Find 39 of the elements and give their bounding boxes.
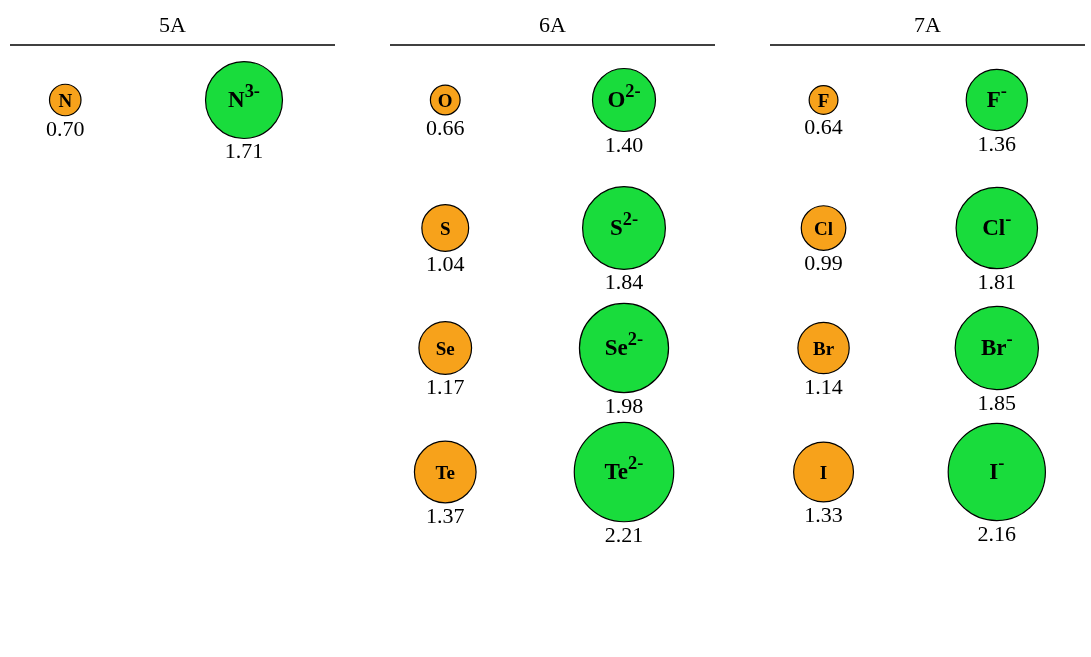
text: 7A: [914, 12, 942, 37]
data-label: 0.70: [46, 115, 85, 141]
category-label: Te: [435, 462, 455, 483]
data-label: 1.37: [426, 502, 465, 528]
category-label: Cl$^{-}$: [982, 209, 1012, 240]
text: 6A: [539, 12, 567, 37]
data-label: 1.17: [426, 374, 465, 400]
category-label: I: [819, 462, 828, 483]
data-label: 1.71: [224, 138, 264, 164]
data-label: 1.98: [604, 392, 644, 418]
category-label: O: [437, 90, 453, 111]
data-label: 1.85: [977, 389, 1017, 415]
data-label: 1.14: [804, 373, 843, 399]
category-label: O$^{2-}$: [607, 81, 641, 112]
data-label: 0.66: [426, 114, 465, 140]
category-label: Se: [435, 338, 455, 359]
category-label: S$^{2-}$: [609, 209, 639, 240]
category-label: F: [817, 90, 830, 111]
data-label: 1.84: [604, 269, 644, 295]
category-label: Te$^{2-}$: [604, 453, 644, 484]
category-label: Cl: [814, 218, 834, 239]
data-label: 0.64: [804, 114, 843, 140]
data-label: 1.36: [977, 130, 1017, 156]
data-label: 2.21: [604, 521, 644, 547]
category-label: Br$^{-}$: [980, 329, 1013, 360]
data-label: 1.81: [977, 268, 1017, 294]
data-label: 1.40: [604, 131, 644, 157]
category-label: I$^{-}$: [989, 453, 1005, 484]
category-label: F$^{-}$: [986, 81, 1007, 112]
data-label: 1.04: [426, 251, 465, 277]
category-label: Se$^{2-}$: [604, 329, 644, 360]
text: 5A: [159, 12, 187, 37]
category-label: N: [58, 90, 73, 111]
category-label: N$^{3-}$: [228, 81, 260, 112]
category-label: S: [439, 218, 451, 239]
data-label: 2.16: [977, 520, 1017, 546]
data-label: 0.99: [804, 250, 843, 276]
data-label: 1.33: [804, 501, 843, 527]
category-label: Br: [813, 338, 835, 359]
